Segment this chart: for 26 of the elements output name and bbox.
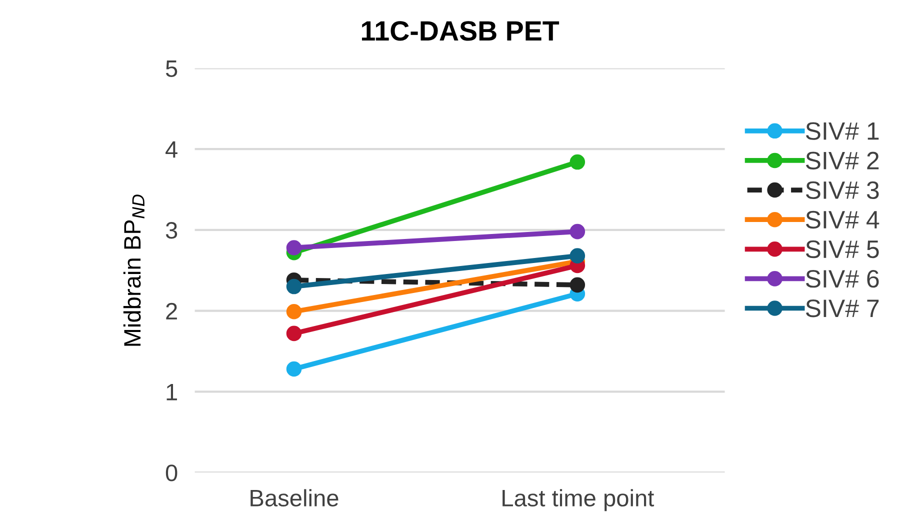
y-tick-label: 4 <box>166 141 178 158</box>
y-tick-label: 5 <box>166 60 178 78</box>
legend-label: SIV# 6 <box>806 270 879 288</box>
x-tick-label: Last time point <box>502 489 654 512</box>
y-tick-label: 1 <box>166 384 177 400</box>
y-axis-title: Midbrain BP$_{ND}$ <box>123 194 144 346</box>
x-tick-label: Baseline <box>250 489 338 507</box>
legend-label: SIV# 4 <box>806 210 880 229</box>
chart-title: 11C-DASB PET <box>362 21 560 41</box>
point <box>570 248 586 264</box>
point <box>286 304 302 320</box>
point <box>286 326 302 342</box>
point <box>286 361 302 377</box>
y-tick-label: 2 <box>166 302 177 320</box>
point <box>286 278 302 294</box>
legend-label: SIV# 7 <box>806 300 879 318</box>
legend-label: SIV# 1 <box>806 122 879 140</box>
point <box>570 277 586 293</box>
legend-label: SIV# 2 <box>806 152 879 170</box>
legend-label: SIV# 3 <box>806 181 879 200</box>
point <box>286 240 302 256</box>
y-tick-label: 0 <box>166 464 178 482</box>
y-tick-label: 3 <box>166 222 178 239</box>
point <box>570 224 586 240</box>
legend-label: SIV# 5 <box>806 240 879 258</box>
point <box>570 154 586 170</box>
